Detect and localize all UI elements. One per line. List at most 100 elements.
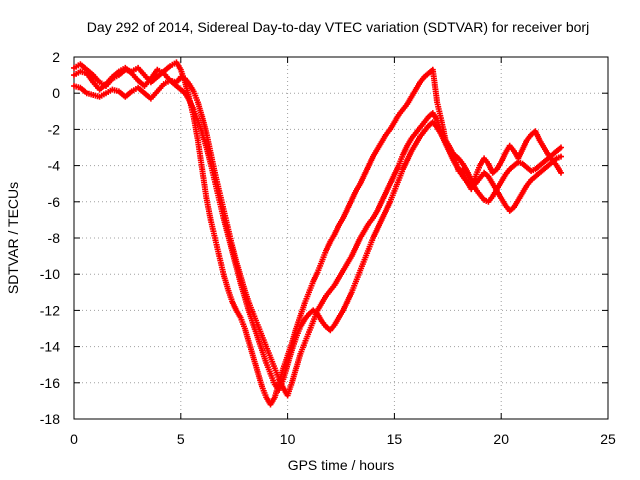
y-axis-label: SDTVAR / TECUs	[5, 182, 21, 294]
data-point	[320, 319, 324, 323]
data-point	[104, 82, 108, 86]
data-point	[435, 126, 439, 130]
y-tick-label: -8	[48, 230, 61, 246]
data-point	[320, 260, 324, 264]
data-point	[311, 279, 315, 283]
data-point	[405, 144, 409, 148]
data-point	[168, 79, 172, 83]
data-point	[542, 167, 546, 171]
data-point	[422, 129, 426, 133]
data-point	[367, 247, 371, 251]
data-point	[388, 200, 392, 204]
data-point	[486, 162, 490, 166]
data-point	[362, 229, 366, 233]
data-point	[136, 86, 140, 90]
data-point	[78, 86, 82, 90]
data-point	[142, 73, 146, 77]
data-point	[98, 80, 102, 84]
data-point	[380, 140, 384, 144]
data-point	[559, 146, 563, 149]
data-point	[222, 272, 226, 276]
data-point	[247, 310, 251, 314]
data-point	[110, 75, 114, 79]
data-point	[362, 173, 366, 177]
data-point	[546, 164, 550, 168]
y-tick-label: -6	[48, 194, 61, 210]
data-point	[320, 301, 324, 305]
data-point	[155, 89, 159, 93]
data-point	[256, 336, 260, 340]
data-point	[516, 160, 520, 164]
data-point	[298, 314, 302, 318]
data-point	[392, 189, 396, 193]
data-series-layer	[71, 59, 564, 408]
data-point	[491, 182, 495, 186]
data-point	[409, 136, 413, 140]
data-point	[345, 299, 349, 303]
y-axis-tick-labels: 2 0 -2 -4 -6 -8 -10 -12 -14 -16 -18	[40, 49, 60, 427]
data-point	[555, 164, 559, 168]
data-point	[294, 336, 298, 340]
data-point	[110, 88, 114, 92]
data-point	[542, 160, 546, 164]
data-point	[388, 182, 392, 186]
data-point	[478, 164, 482, 168]
data-point	[525, 138, 529, 142]
data-point	[155, 75, 159, 79]
data-point	[414, 88, 418, 92]
data-point	[183, 77, 187, 81]
data-point	[213, 236, 217, 240]
series-track-c	[71, 64, 564, 393]
data-point	[358, 236, 362, 240]
data-point	[196, 118, 200, 122]
data-point	[435, 118, 439, 122]
x-tick-label: 10	[280, 431, 296, 447]
data-point	[388, 127, 392, 131]
data-point	[482, 156, 486, 160]
data-point	[311, 308, 315, 312]
data-point	[482, 171, 486, 175]
data-point	[414, 142, 418, 146]
y-tick-label: -14	[40, 339, 60, 355]
data-point	[162, 82, 166, 86]
data-point	[448, 151, 452, 155]
data-point	[409, 149, 413, 153]
data-point	[136, 66, 140, 70]
x-axis-tick-labels: 0 5 10 15 20 25	[70, 431, 616, 447]
data-point	[354, 279, 358, 283]
data-point	[508, 167, 512, 171]
data-point	[303, 317, 307, 321]
data-point	[371, 216, 375, 220]
data-point	[538, 138, 542, 142]
data-point	[371, 155, 375, 159]
data-point	[179, 68, 183, 72]
chart-title: Day 292 of 2014, Sidereal Day-to-day VTE…	[87, 19, 589, 35]
data-point	[324, 294, 328, 298]
data-point	[311, 319, 315, 323]
data-point	[538, 171, 542, 175]
data-point	[204, 131, 208, 135]
data-point	[260, 348, 264, 352]
data-point	[78, 62, 82, 66]
data-point	[269, 372, 273, 376]
data-point	[486, 174, 490, 178]
y-tick-label: -18	[40, 411, 60, 427]
data-point	[371, 236, 375, 240]
data-point	[358, 182, 362, 186]
data-point	[204, 196, 208, 200]
data-point	[260, 334, 264, 338]
data-point	[525, 165, 529, 169]
data-point	[418, 80, 422, 84]
data-point	[503, 173, 507, 177]
data-point	[187, 98, 191, 102]
data-point	[209, 218, 213, 222]
data-point	[196, 100, 200, 104]
x-tick-label: 25	[600, 431, 616, 447]
data-point	[456, 167, 460, 171]
axis-ticks	[73, 56, 609, 420]
data-point	[495, 167, 499, 171]
data-point	[239, 316, 243, 320]
data-point	[104, 91, 108, 95]
data-point	[337, 276, 341, 280]
data-point	[384, 133, 388, 137]
